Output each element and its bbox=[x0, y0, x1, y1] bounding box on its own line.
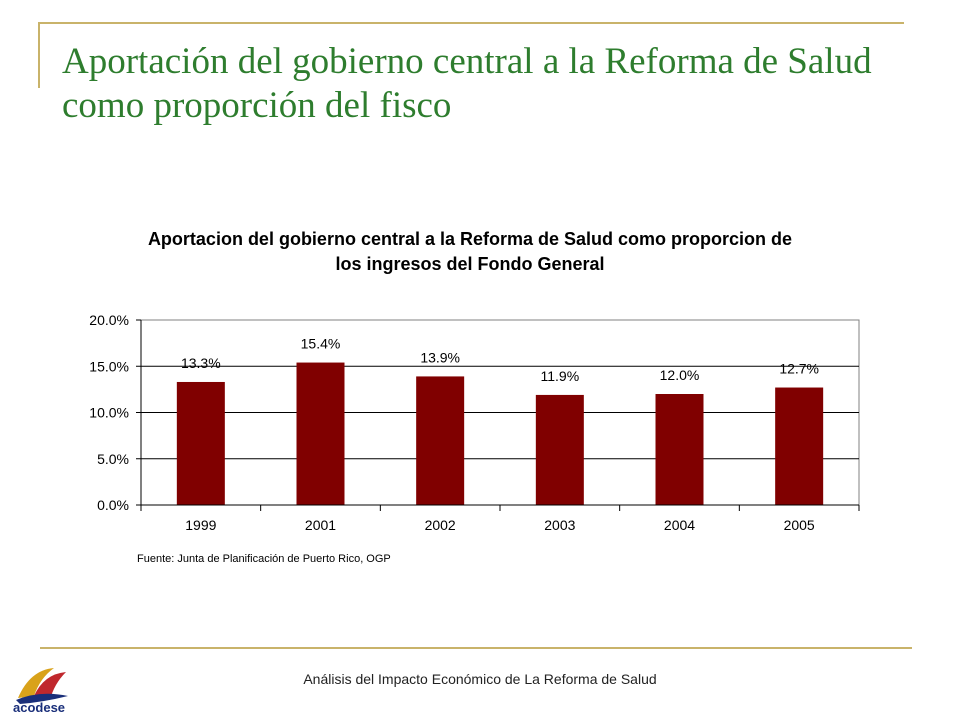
y-tick-label: 5.0% bbox=[97, 451, 129, 467]
x-tick-label: 2002 bbox=[425, 517, 456, 533]
slide-footer: Análisis del Impacto Económico de La Ref… bbox=[303, 671, 657, 687]
bottom-accent-line bbox=[40, 647, 912, 649]
y-tick-label: 0.0% bbox=[97, 497, 129, 513]
y-tick-label: 20.0% bbox=[89, 312, 129, 328]
data-label: 15.4% bbox=[301, 336, 341, 352]
chart-source: Fuente: Junta de Planificación de Puerto… bbox=[137, 553, 391, 565]
data-label: 12.7% bbox=[779, 361, 819, 377]
chart-title: Aportacion del gobierno central a la Ref… bbox=[147, 229, 793, 274]
top-accent-line bbox=[40, 22, 904, 24]
x-tick-label: 2001 bbox=[305, 517, 336, 533]
bar bbox=[416, 376, 465, 505]
x-tick-label: 2004 bbox=[664, 517, 695, 533]
y-tick-label: 15.0% bbox=[89, 358, 129, 374]
logo-text: acodese bbox=[13, 700, 66, 715]
y-tick-label: 10.0% bbox=[89, 405, 129, 421]
data-label: 11.9% bbox=[540, 368, 579, 384]
bar bbox=[176, 381, 225, 505]
x-tick-label: 2005 bbox=[784, 517, 815, 533]
left-accent-line bbox=[38, 22, 40, 88]
data-label: 12.0% bbox=[660, 367, 700, 383]
acodese-logo-icon bbox=[16, 668, 68, 704]
bar bbox=[535, 394, 584, 505]
bar bbox=[775, 387, 824, 505]
x-tick-label: 1999 bbox=[185, 517, 216, 533]
data-label: 13.3% bbox=[181, 355, 221, 371]
slide-title: Aportación del gobierno central a la Ref… bbox=[62, 41, 872, 126]
x-tick-label: 2003 bbox=[544, 517, 575, 533]
bar bbox=[655, 394, 704, 505]
bar bbox=[296, 362, 345, 505]
data-label: 13.9% bbox=[420, 349, 460, 365]
